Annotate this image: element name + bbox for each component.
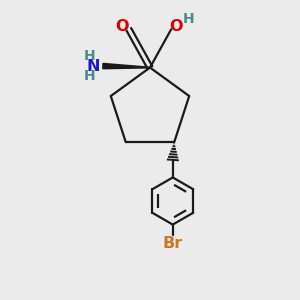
Text: O: O — [170, 20, 183, 34]
Text: Br: Br — [163, 236, 183, 250]
Text: H: H — [183, 12, 195, 26]
Text: H: H — [84, 49, 95, 63]
Text: N: N — [87, 58, 100, 74]
Text: H: H — [84, 69, 95, 83]
Polygon shape — [103, 63, 150, 69]
Text: O: O — [116, 20, 129, 34]
